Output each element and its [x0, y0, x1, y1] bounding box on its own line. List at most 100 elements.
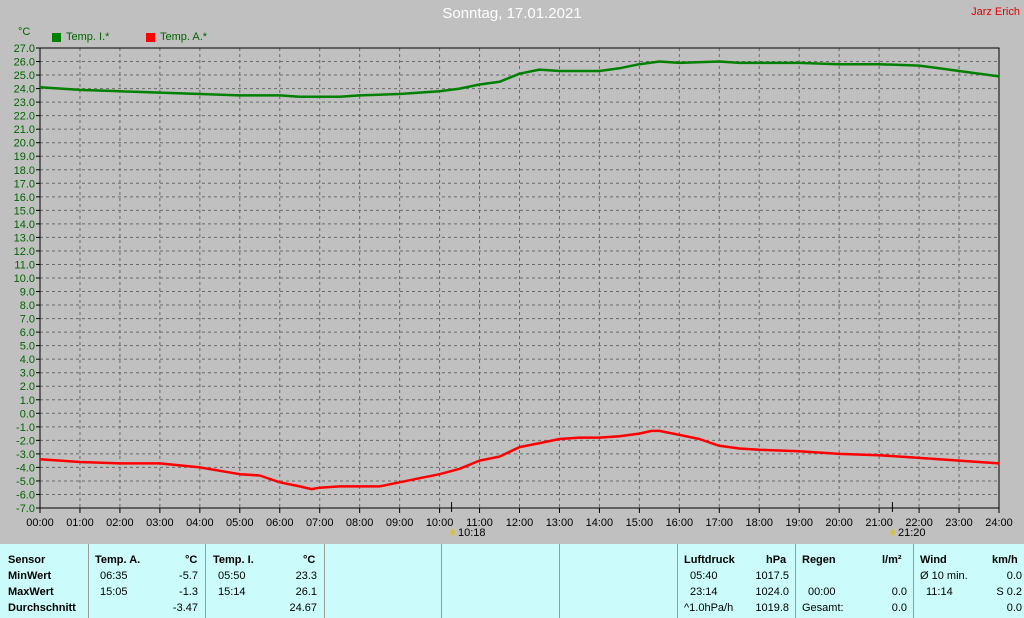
rain-header: Regen — [802, 554, 836, 566]
temp-i-min: 23.3 — [295, 570, 317, 582]
legend-swatch-green — [52, 32, 61, 42]
x-tick-label: 16:00 — [666, 517, 694, 529]
x-tick-label: 05:00 — [226, 517, 254, 529]
y-tick-label: 25.0 — [14, 70, 35, 82]
y-tick-label: 17.0 — [14, 178, 35, 190]
row-label-max: MaxWert — [8, 586, 54, 598]
rain-time: 00:00 — [808, 586, 836, 598]
wind-other: 0.0 — [1006, 602, 1022, 614]
y-tick-label: 1.0 — [20, 395, 35, 407]
x-tick-label: 20:00 — [825, 517, 853, 529]
legend-label: Temp. I.* — [66, 31, 110, 43]
pressure-header: Luftdruck — [684, 554, 735, 566]
pressure-current: 1019.8 — [755, 602, 789, 614]
y-tick-label: 5.0 — [20, 341, 35, 353]
event-marker: ☀ 10:18 — [448, 527, 486, 539]
y-tick-label: 4.0 — [20, 354, 35, 366]
y-tick-label: -4.0 — [16, 462, 35, 474]
series-line-temp-outdoor — [39, 429, 1000, 491]
legend-label: Temp. A.* — [160, 31, 208, 43]
y-tick-label: 15.0 — [14, 205, 35, 217]
y-tick-label: -2.0 — [16, 435, 35, 447]
x-tick-label: 15:00 — [626, 517, 654, 529]
stats-table: Sensor MinWert MaxWert Durchschnitt Temp… — [0, 544, 1024, 618]
legend-swatch-red — [146, 32, 155, 42]
x-tick-label: 22:00 — [905, 517, 933, 529]
row-label-avg: Durchschnitt — [8, 602, 76, 614]
sun-icon: ☀ — [448, 527, 457, 539]
y-tick-label: 24.0 — [14, 84, 35, 96]
y-tick-label: -3.0 — [16, 449, 35, 461]
x-tick-label: 13:00 — [546, 517, 574, 529]
y-axis-unit: °C — [18, 26, 31, 38]
temp-i-min-time: 05:50 — [218, 570, 246, 582]
temp-a-max: -1.3 — [179, 586, 198, 598]
rain-value: 0.0 — [891, 586, 907, 598]
x-tick-label: 03:00 — [146, 517, 174, 529]
x-tick-label: 11:00 — [466, 517, 493, 529]
y-tick-label: 19.0 — [14, 151, 35, 163]
temp-a-avg: -3.47 — [172, 602, 198, 614]
temp-a-header: Temp. A. — [95, 554, 141, 566]
rain-unit: l/m² — [882, 554, 902, 566]
y-tick-label: 8.0 — [20, 300, 35, 312]
y-tick-label: -6.0 — [16, 489, 35, 501]
y-tick-label: 2.0 — [20, 381, 35, 393]
chart-area: 27.0 26.0 25.0 24.0 23.0 22.0 21.0 20.0 19.0 18.0… — [14, 5, 1020, 539]
x-tick-label: 02:00 — [106, 517, 134, 529]
sun-icon: ☀ — [888, 527, 897, 539]
x-tick-label: 19:00 — [785, 517, 813, 529]
y-tick-label: -1.0 — [16, 422, 35, 434]
legend-item-temp-outdoor: Temp. A.* — [146, 31, 207, 43]
y-tick-label: -7.0 — [16, 503, 35, 515]
rain-total-label: Gesamt: — [802, 602, 844, 614]
y-tick-label: 13.0 — [14, 232, 35, 244]
temp-i-avg: 24.67 — [289, 602, 317, 614]
wind-max: S 0.2 — [996, 586, 1022, 598]
y-tick-label: 27.0 — [14, 43, 35, 55]
x-tick-label: 14:00 — [586, 517, 614, 529]
y-tick-label: 12.0 — [14, 246, 35, 258]
temp-a-min-time: 06:35 — [100, 570, 128, 582]
y-tick-label: 22.0 — [14, 111, 35, 123]
x-tick-label: 08:00 — [346, 517, 374, 529]
event-marker: ☀ 21:20 — [888, 527, 926, 539]
rain-total: 0.0 — [891, 602, 907, 614]
x-tick-label: 12:00 — [506, 517, 534, 529]
y-tick-label: 23.0 — [14, 97, 35, 109]
temp-i-max-time: 15:14 — [218, 586, 246, 598]
y-tick-label: 0.0 — [20, 408, 35, 420]
x-tick-label: 24:00 — [985, 517, 1013, 529]
y-tick-label: 10.0 — [14, 273, 35, 285]
y-tick-label: 6.0 — [20, 327, 35, 339]
x-tick-label: 07:00 — [306, 517, 334, 529]
pressure-trend: ^1.0hPa/h — [684, 602, 734, 614]
temp-i-unit: °C — [303, 554, 316, 566]
legend-item-temp-indoor: Temp. I.* — [52, 31, 109, 43]
y-tick-label: 14.0 — [14, 219, 35, 231]
y-tick-label: 11.0 — [14, 259, 35, 271]
y-tick-label: 3.0 — [20, 368, 35, 380]
x-tick-label: 23:00 — [945, 517, 973, 529]
event-time: 21:20 — [897, 527, 926, 539]
pressure-min: 1017.5 — [755, 570, 789, 582]
y-tick-label: 7.0 — [20, 314, 35, 326]
x-tick-label: 10:00 — [426, 517, 454, 529]
y-tick-label: 26.0 — [14, 57, 35, 69]
temp-i-max: 26.1 — [295, 586, 317, 598]
x-tick-label: 01:00 — [66, 517, 94, 529]
temp-a-min: -5.7 — [179, 570, 198, 582]
series-line-temp-indoor — [39, 60, 1000, 98]
pressure-max-time: 23:14 — [690, 586, 718, 598]
x-tick-label: 21:00 — [865, 517, 893, 529]
chart-title: Sonntag, 17.01.2021 — [442, 5, 582, 22]
y-tick-label: 21.0 — [14, 124, 35, 136]
author-label: Jarz Erich — [971, 6, 1020, 18]
y-tick-label: 20.0 — [14, 138, 35, 150]
temperature-chart: 27.0 26.025.0 24.023.0 22.021.0 20.019.0 18.0… — [14, 43, 1013, 529]
temp-a-unit: °C — [185, 554, 198, 566]
wind-unit: km/h — [992, 554, 1018, 566]
y-tick-label: 9.0 — [20, 287, 35, 299]
temp-a-max-time: 15:05 — [100, 586, 128, 598]
event-time: 10:18 — [457, 527, 486, 539]
